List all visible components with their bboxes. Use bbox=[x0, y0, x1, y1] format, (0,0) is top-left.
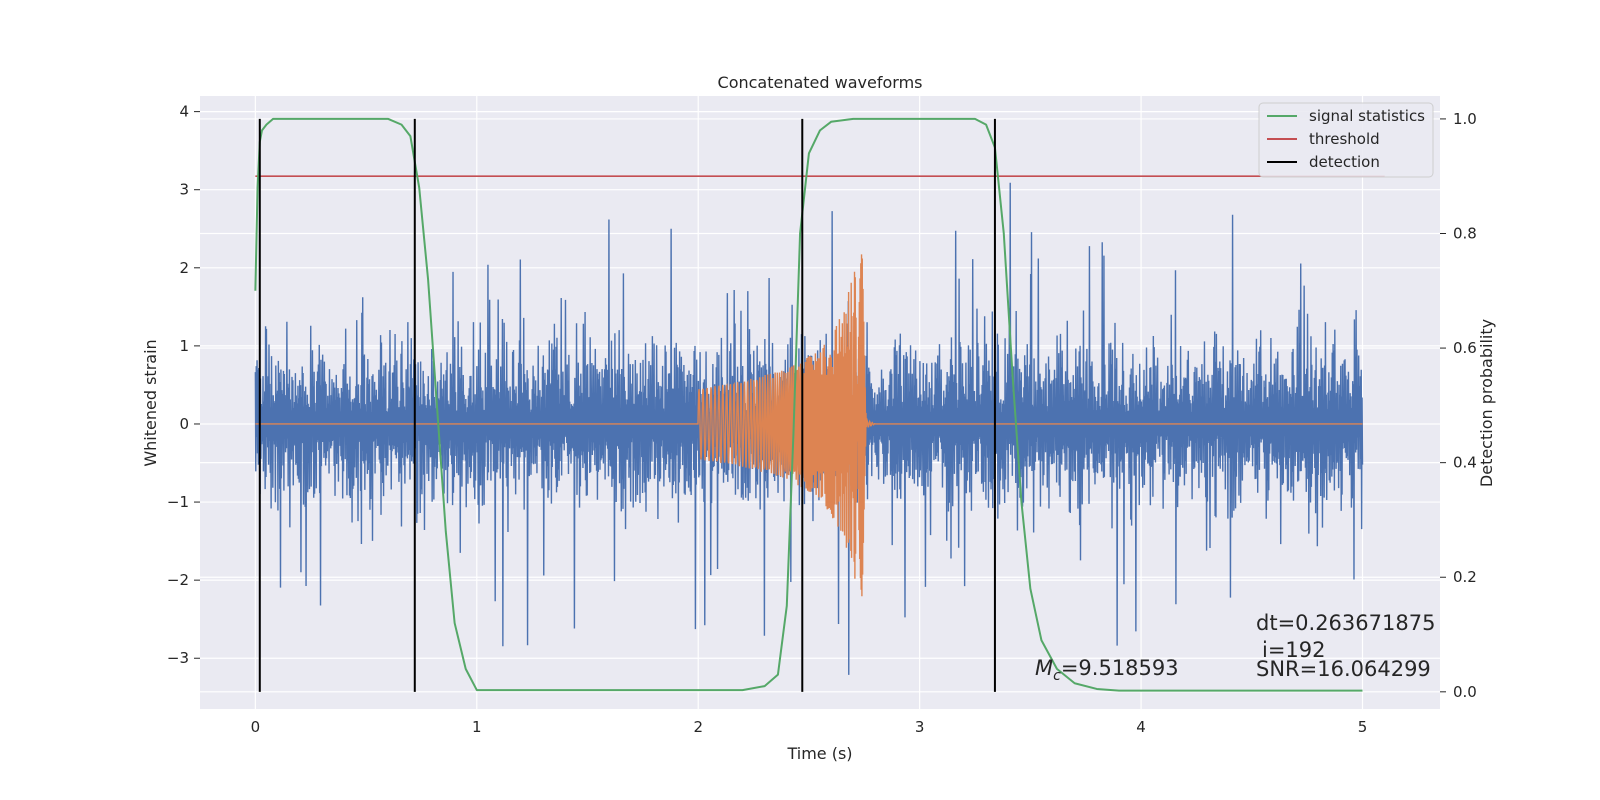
legend-box bbox=[1258, 102, 1434, 178]
y-tick-label: 1 bbox=[179, 337, 189, 355]
annotation-dt: dt=0.263671875 bbox=[1256, 611, 1435, 635]
annotation-chirp-mass: Mc=9.518593 bbox=[1035, 656, 1179, 684]
legend: signal statistics threshold detection bbox=[1258, 102, 1434, 178]
y-tick-label: 3 bbox=[179, 181, 189, 199]
y-tick-label: 4 bbox=[179, 103, 189, 121]
y2-tick-label: 0.8 bbox=[1453, 224, 1477, 242]
y-tick-label: 0 bbox=[179, 415, 189, 433]
x-tick-label: 3 bbox=[915, 718, 925, 736]
y-axis-label: Whitened strain bbox=[141, 339, 160, 466]
annotation-chirp-mass-symbol: M bbox=[1035, 656, 1053, 680]
x-tick-label: 4 bbox=[1136, 718, 1146, 736]
x-tick-label: 1 bbox=[472, 718, 482, 736]
x-tick-label: 2 bbox=[693, 718, 703, 736]
legend-label-detection: detection bbox=[1309, 153, 1380, 171]
x-axis-label: Time (s) bbox=[786, 744, 852, 763]
y-tick-label: 2 bbox=[179, 259, 189, 277]
y2-tick-label: 0.0 bbox=[1453, 683, 1477, 701]
plot-area bbox=[254, 117, 1385, 692]
y2-tick-label: 0.6 bbox=[1453, 339, 1477, 357]
chart-title: Concatenated waveforms bbox=[718, 73, 923, 92]
y2-axis-label: Detection probability bbox=[1477, 319, 1496, 487]
x-tick-label: 0 bbox=[251, 718, 261, 736]
chirp-series-line bbox=[255, 254, 1363, 597]
y-tick-label: −2 bbox=[167, 571, 189, 589]
legend-label-threshold: threshold bbox=[1309, 130, 1380, 148]
y2-tick-label: 0.2 bbox=[1453, 568, 1477, 586]
annotation-index: i=192 bbox=[1262, 638, 1326, 662]
annotation-chirp-mass-subscript: c bbox=[1053, 668, 1061, 684]
x-axis-ticks: 0 1 2 3 4 5 bbox=[251, 718, 1368, 736]
annotation-snr: SNR=16.064299 bbox=[1256, 657, 1431, 681]
signal-statistics-line bbox=[254, 117, 1363, 692]
y-tick-label: −3 bbox=[167, 649, 189, 667]
legend-label-signal-statistics: signal statistics bbox=[1309, 107, 1425, 125]
x-tick-label: 5 bbox=[1358, 718, 1368, 736]
y-tick-label: −1 bbox=[167, 493, 189, 511]
y2-tick-label: 0.4 bbox=[1453, 454, 1477, 472]
annotation-chirp-mass-value: =9.518593 bbox=[1061, 656, 1179, 680]
y2-tick-label: 1.0 bbox=[1453, 110, 1477, 128]
y-axis-ticks: −3 −2 −1 0 1 2 3 4 bbox=[167, 103, 200, 667]
y2-axis-ticks: 0.0 0.2 0.4 0.6 0.8 1.0 bbox=[1440, 110, 1477, 701]
